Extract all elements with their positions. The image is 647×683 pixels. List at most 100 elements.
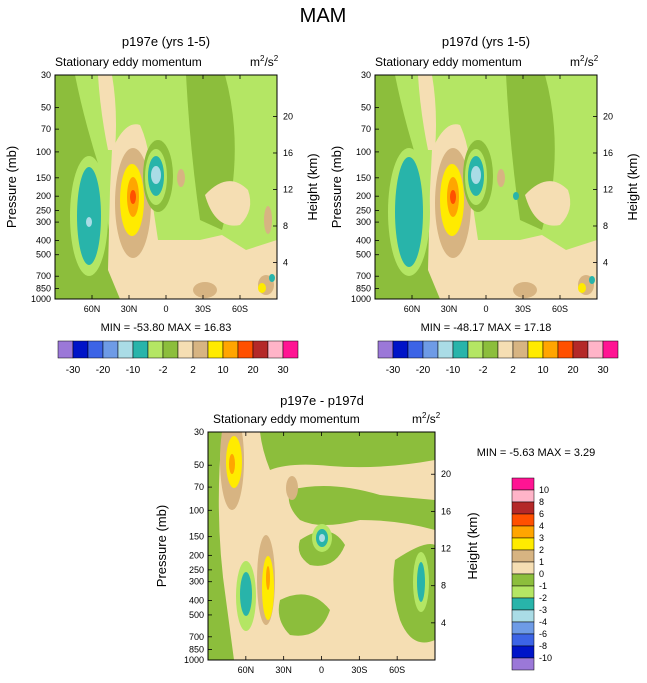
contour-fill	[77, 167, 101, 265]
colorbar-label: 30	[277, 365, 289, 376]
colorbar-label: 3	[539, 533, 544, 543]
y-tick-label: 30	[41, 70, 51, 80]
x-tick-label: 60S	[389, 665, 405, 675]
panel-subtitle: Stationary eddy momentum	[375, 55, 522, 69]
colorbar-swatch	[527, 340, 544, 359]
colorbar-label: 30	[597, 365, 609, 376]
y2-axis-label: Height (km)	[465, 512, 480, 579]
colorbar-swatch	[542, 340, 559, 359]
colorbar-label: -10	[126, 365, 141, 376]
panel-title: p197e - p197d	[280, 393, 364, 408]
y-tick-label: 400	[356, 235, 371, 245]
contour-field	[375, 75, 597, 299]
y-axis-label: Pressure (mb)	[4, 146, 19, 228]
y-tick-label: 150	[189, 532, 204, 542]
colorbar-label: 2	[539, 545, 544, 555]
colorbar-label: -4	[539, 617, 547, 627]
y-tick-label: 150	[36, 173, 51, 183]
contour-fill	[286, 476, 298, 500]
y-tick-label: 200	[189, 550, 204, 560]
x-tick-label: 30N	[275, 665, 292, 675]
contour-fill	[205, 181, 251, 226]
y2-tick-label: 16	[283, 148, 293, 158]
colorbar-label: 8	[539, 497, 544, 507]
colorbar-swatch	[252, 340, 269, 359]
figure-title: MAM	[300, 5, 347, 27]
colorbar-swatch	[392, 340, 409, 359]
y-tick-label: 400	[36, 235, 51, 245]
colorbar-label: 10	[539, 485, 549, 495]
contour-fill	[260, 432, 435, 470]
y2-tick-label: 8	[603, 221, 608, 231]
panel-p197e: p197e (yrs 1-5) Stationary eddy momentum…	[4, 34, 320, 376]
colorbar-swatch	[207, 340, 224, 359]
colorbar-swatch	[497, 340, 514, 359]
y2-tick-label: 20	[441, 469, 451, 479]
y-axis-label: Pressure (mb)	[154, 505, 169, 587]
y-tick-label: 850	[36, 284, 51, 294]
panel-subtitle: Stationary eddy momentum	[213, 412, 360, 426]
contour-fill	[513, 192, 519, 200]
x-tick-label: 0	[483, 304, 488, 314]
x-tick-label: 60S	[552, 304, 568, 314]
contour-fill	[130, 190, 136, 204]
colorbar-label: -30	[66, 365, 81, 376]
contour-fill	[497, 169, 505, 187]
y-tick-label: 500	[189, 610, 204, 620]
y-tick-label: 100	[356, 147, 371, 157]
colorbar: -30 -20 -10 -2 2 10 20 30	[57, 340, 299, 376]
colorbar-label: -8	[539, 641, 547, 651]
contour-field	[208, 432, 435, 660]
colorbar-swatch	[237, 340, 254, 359]
colorbar: 10 8 6 4 3 2 1 0 -1 -2 -3 -4 -6 -8 -10	[511, 477, 552, 671]
colorbar-swatch	[177, 340, 194, 359]
contour-fill	[471, 166, 481, 184]
y2-tick-label: 12	[603, 184, 613, 194]
colorbar-swatch	[267, 340, 284, 359]
y-tick-label: 50	[41, 103, 51, 113]
y2-axis-label: Height (km)	[625, 153, 640, 220]
x-tick-label: 0	[163, 304, 168, 314]
y-tick-label: 250	[356, 205, 371, 215]
colorbar-swatch	[222, 340, 239, 359]
y-tick-label: 100	[189, 505, 204, 515]
colorbar-swatch	[162, 340, 179, 359]
contour-fill	[264, 206, 272, 234]
colorbar-label: 10	[217, 365, 229, 376]
contour-fill	[417, 562, 425, 602]
panel-difference: p197e - p197d Stationary eddy momentum m…	[154, 393, 595, 675]
colorbar-swatch	[87, 340, 104, 359]
axis-ticks: 60N 30N 0 30S 60S 30 50 70 100 150 200 250 300 400 500…	[31, 70, 293, 314]
colorbar-swatch	[437, 340, 454, 359]
colorbar-label: 0	[539, 569, 544, 579]
y2-tick-label: 8	[283, 221, 288, 231]
units-label: m2/s2	[250, 54, 279, 69]
min-max-stats: MIN = -5.63 MAX = 3.29	[477, 447, 596, 459]
x-tick-label: 60N	[84, 304, 101, 314]
colorbar-swatch	[511, 525, 535, 539]
colorbar-label: 20	[567, 365, 579, 376]
colorbar-swatch	[557, 340, 574, 359]
colorbar-label: 1	[539, 557, 544, 567]
y-tick-label: 70	[194, 482, 204, 492]
panel-title: p197e (yrs 1-5)	[122, 34, 210, 49]
colorbar: -30 -20 -10 -2 2 10 20 30	[377, 340, 619, 376]
colorbar-swatch	[511, 645, 535, 659]
y-tick-label: 100	[36, 147, 51, 157]
contour-fill	[578, 283, 586, 293]
y2-tick-label: 20	[283, 111, 293, 121]
colorbar-swatch	[422, 340, 439, 359]
y-tick-label: 500	[356, 250, 371, 260]
colorbar-swatch	[117, 340, 134, 359]
y-tick-label: 1000	[351, 294, 371, 304]
colorbar-label: -1	[539, 581, 547, 591]
colorbar-swatch	[511, 609, 535, 623]
colorbar-swatch	[511, 633, 535, 647]
y-axis-label: Pressure (mb)	[329, 146, 344, 228]
colorbar-swatch	[192, 340, 209, 359]
axis-ticks: 60N 30N 0 30S 60S 30 50 70 100 150 200 250 300 400 500…	[184, 427, 451, 675]
y-tick-label: 1000	[184, 655, 204, 665]
colorbar-swatch	[511, 657, 535, 671]
colorbar-swatch	[587, 340, 604, 359]
colorbar-swatch	[511, 489, 535, 503]
